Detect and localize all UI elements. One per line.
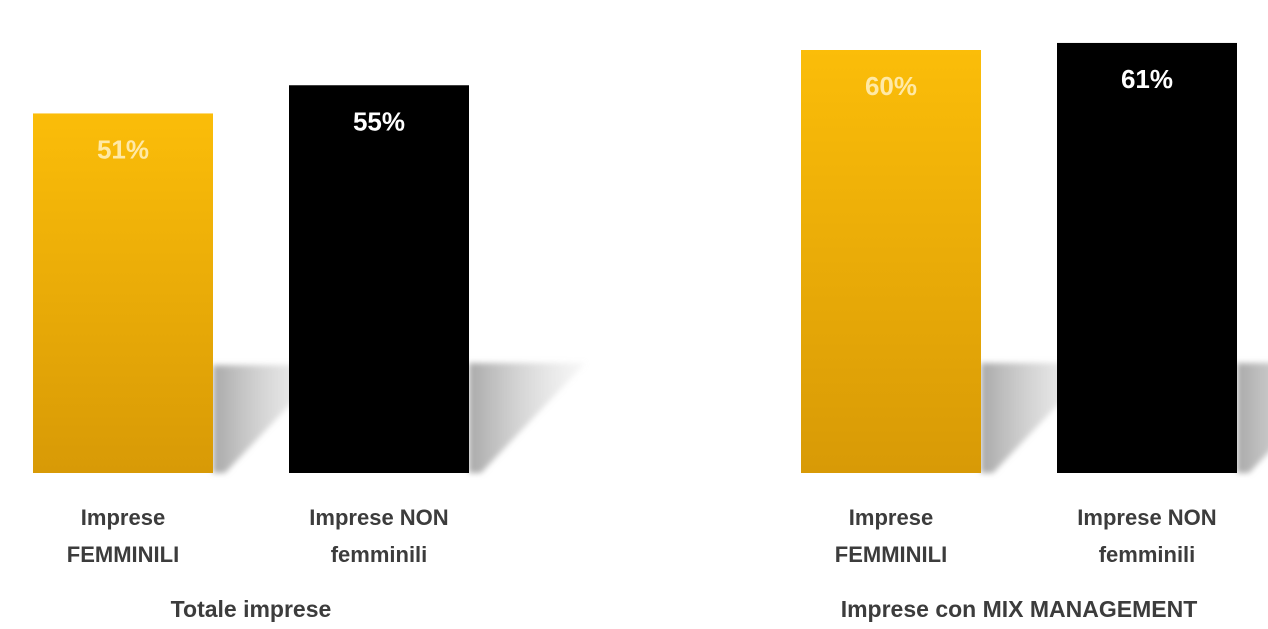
data-label: 55% bbox=[353, 106, 405, 136]
category-label: Imprese bbox=[81, 505, 165, 530]
category-label: femminili bbox=[1099, 542, 1196, 567]
group-label: Imprese con MIX MANAGEMENT bbox=[841, 596, 1198, 622]
group-label: Totale imprese bbox=[171, 596, 332, 622]
category-label: Imprese NON bbox=[1077, 505, 1216, 530]
labels: 51% Imprese FEMMINILI 55% Imprese NON femmini… bbox=[67, 64, 1217, 622]
bar-shadow-1-1 bbox=[1237, 363, 1268, 473]
category-label: femminili bbox=[331, 542, 428, 567]
bars bbox=[33, 42, 1237, 473]
data-label: 51% bbox=[97, 134, 149, 164]
bar-totale-non-femminili bbox=[289, 85, 469, 473]
category-label: Imprese bbox=[849, 505, 933, 530]
bar-shadow-0-1 bbox=[469, 363, 586, 473]
category-label: FEMMINILI bbox=[835, 542, 947, 567]
category-label: Imprese NON bbox=[309, 505, 448, 530]
category-label: FEMMINILI bbox=[67, 542, 179, 567]
bar-totale-femminili bbox=[33, 113, 213, 473]
data-label: 60% bbox=[865, 71, 917, 101]
data-label: 61% bbox=[1121, 64, 1173, 94]
bar-mix-non-femminili bbox=[1057, 42, 1237, 473]
bar-mix-femminili bbox=[801, 50, 981, 473]
